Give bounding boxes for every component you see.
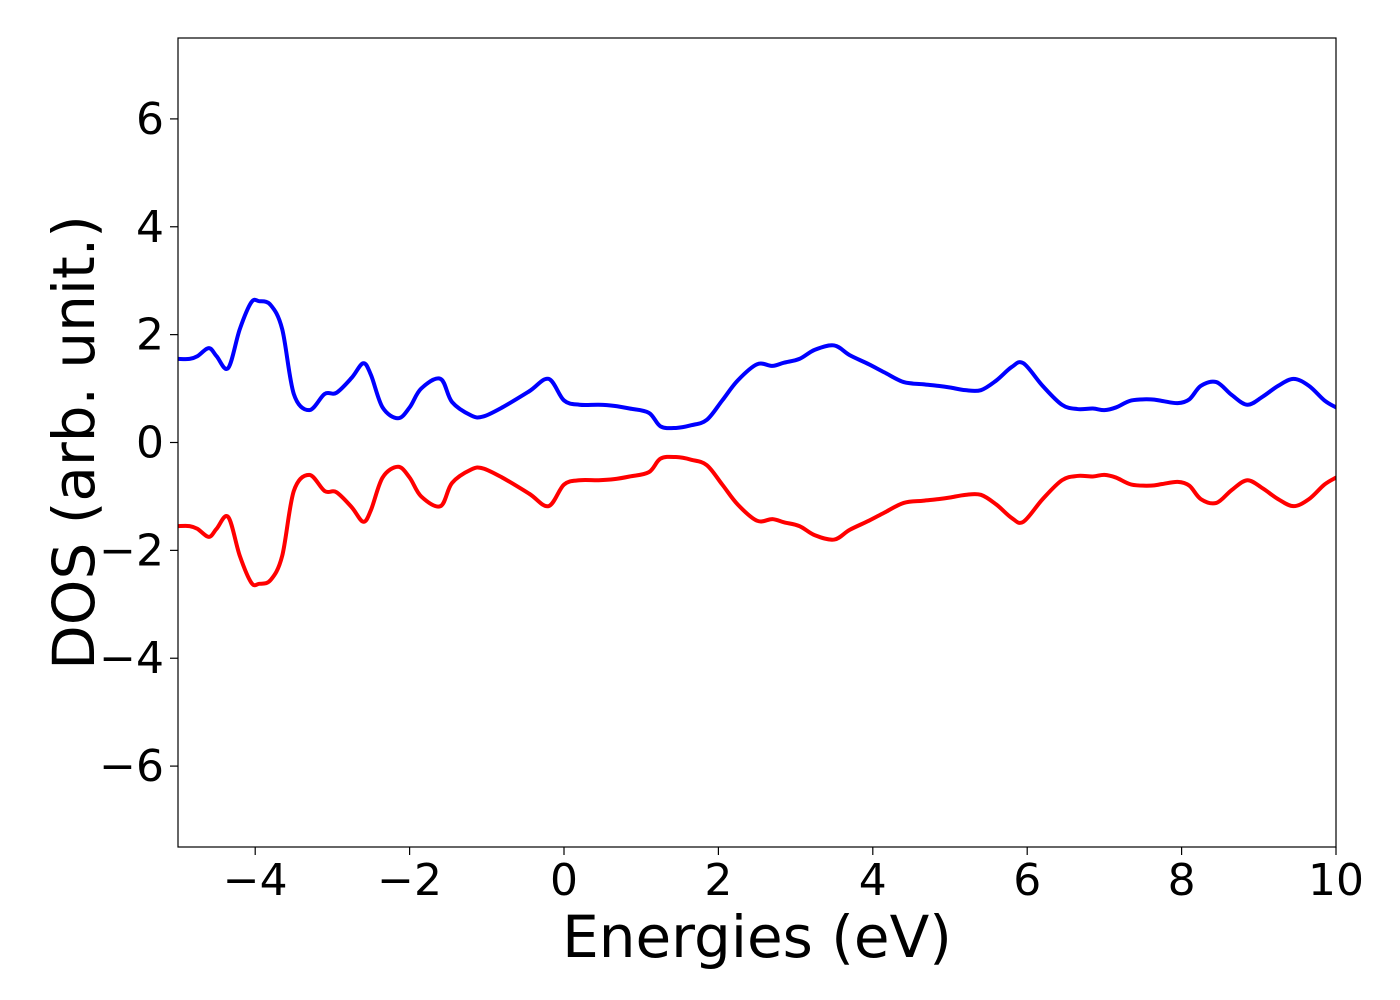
series-line-spin-up: [178, 297, 1336, 431]
x-tick-label: 8: [1168, 855, 1196, 906]
series-line-spin-down: [178, 454, 1336, 588]
y-axis-label: DOS (arb. unit.): [40, 215, 108, 670]
x-tick-label: 0: [550, 855, 578, 906]
x-tick-label: 4: [859, 855, 887, 906]
y-tick-label: 0: [136, 418, 164, 469]
y-tick-label: −6: [99, 741, 164, 792]
x-axis-label: Energies (eV): [562, 903, 952, 971]
y-axis-ticks: 6 4 2 0 −2 −4 −6: [99, 94, 178, 792]
y-tick-label: −2: [99, 525, 164, 576]
y-tick-label: −4: [99, 633, 164, 684]
x-tick-label: 10: [1308, 855, 1364, 906]
x-tick-label: 6: [1013, 855, 1041, 906]
x-tick-label: 2: [704, 855, 732, 906]
y-tick-label: 2: [136, 310, 164, 361]
y-tick-label: 6: [136, 94, 164, 145]
y-tick-label: 4: [136, 202, 164, 253]
x-axis-ticks: −4 −2 0 2 4 6 8 10: [223, 847, 1364, 906]
x-tick-label: −2: [377, 855, 442, 906]
x-tick-label: −4: [223, 855, 288, 906]
plot-frame: [177, 37, 1337, 848]
series-layer: [178, 297, 1336, 588]
